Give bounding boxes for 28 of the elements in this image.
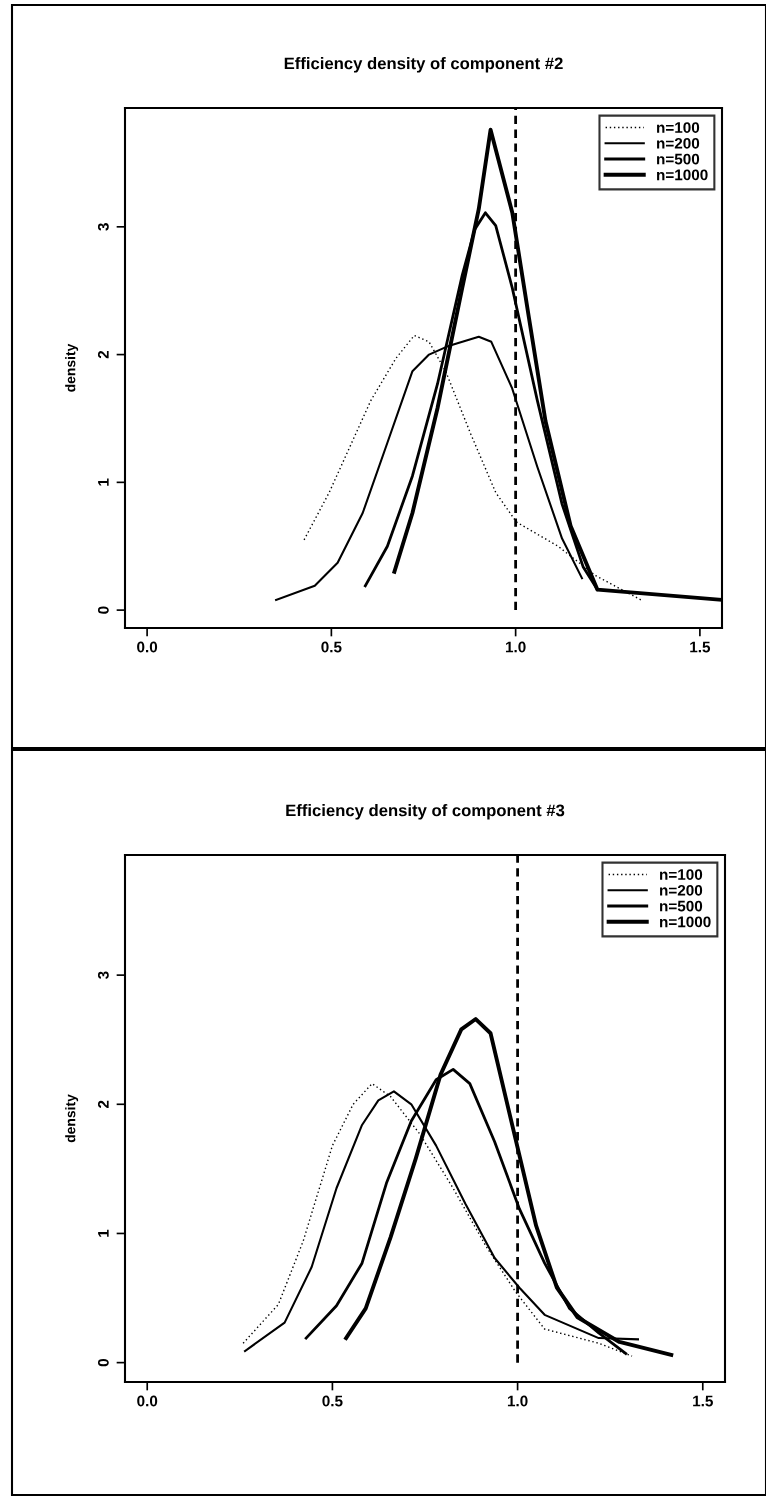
x-tick-label: 0.0 (137, 641, 158, 653)
x-tick-label: 0.5 (322, 1395, 343, 1407)
chart-title: Efficiency density of component #2 (284, 57, 563, 73)
y-axis-title: density (65, 343, 79, 392)
chart-title: Efficiency density of component #3 (286, 804, 565, 820)
legend-label: n=200 (657, 137, 700, 149)
x-tick-label: 0.5 (321, 641, 342, 653)
legend-label: n=1000 (657, 169, 708, 181)
x-tick-label: 1.0 (507, 1395, 528, 1407)
y-tick-label: 3 (97, 223, 109, 231)
legend-label: n=200 (660, 884, 703, 896)
y-tick-label: 3 (97, 971, 109, 980)
y-tick-label: 0 (97, 606, 109, 614)
y-tick-label: 2 (97, 350, 109, 359)
y-axis-title: density (65, 1094, 79, 1143)
legend-label: n=100 (660, 869, 703, 880)
y-tick-label: 2 (97, 1100, 109, 1109)
legend-label: n=1000 (660, 916, 711, 928)
legend-label: n=500 (660, 900, 703, 912)
x-tick-label: 0.0 (137, 1395, 158, 1407)
x-tick-label: 1.5 (690, 641, 711, 653)
legend-label: n=100 (657, 122, 700, 133)
y-tick-label: 1 (98, 478, 109, 486)
x-tick-label: 1.0 (505, 641, 526, 653)
x-tick-label: 1.5 (693, 1395, 713, 1407)
y-tick-label: 0 (97, 1359, 109, 1367)
legend-label: n=500 (657, 153, 700, 165)
y-tick-label: 1 (98, 1229, 109, 1237)
